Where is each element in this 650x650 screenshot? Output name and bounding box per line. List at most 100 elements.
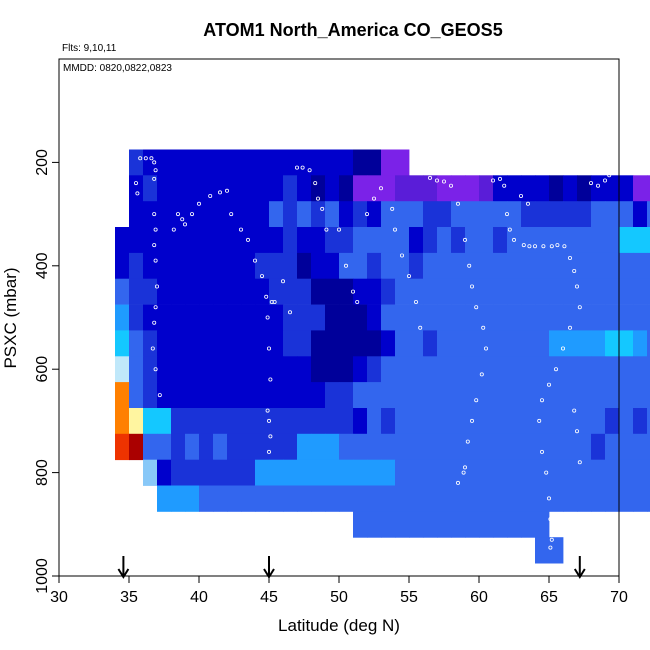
- heatmap-cell: [409, 252, 424, 280]
- heatmap-cell: [185, 278, 200, 305]
- heatmap-cell: [395, 252, 410, 280]
- heatmap-cell: [143, 356, 158, 383]
- arrow-markers: [117, 556, 586, 579]
- track-point: [461, 470, 466, 475]
- heatmap-cell: [563, 227, 578, 254]
- heatmap-cell: [563, 175, 578, 202]
- heatmap-cell: [465, 175, 480, 202]
- heatmap-cell: [353, 356, 368, 383]
- heatmap-cell: [325, 149, 340, 176]
- heatmap-cell: [213, 459, 228, 486]
- heatmap-cell: [577, 330, 592, 357]
- track-point: [465, 439, 470, 444]
- heatmap-cell: [171, 227, 186, 254]
- heatmap-cell: [465, 356, 480, 383]
- track-point: [287, 310, 292, 315]
- heatmap-cell: [577, 382, 592, 409]
- heatmap-cell: [521, 356, 536, 383]
- heatmap-cell: [507, 511, 522, 538]
- heatmap-cell: [437, 227, 452, 254]
- heatmap-cell: [297, 382, 312, 409]
- track-point: [568, 325, 573, 330]
- heatmap-cell: [591, 433, 606, 461]
- track-point: [467, 263, 472, 268]
- heatmap-cell: [577, 408, 592, 435]
- heatmap-cell: [283, 227, 298, 254]
- heatmap-cell: [199, 149, 214, 176]
- heatmap-cell: [255, 227, 270, 254]
- plot-area: MMDD: 0820,0822,0823: [58, 58, 650, 579]
- heatmap-cell: [465, 459, 480, 486]
- heatmap-cell: [437, 511, 452, 538]
- heatmap-cell: [297, 408, 312, 435]
- heatmap-cell: [591, 382, 606, 409]
- heatmap-cell: [157, 382, 172, 409]
- heatmap-cell: [381, 408, 396, 435]
- heatmap-cell: [381, 356, 396, 383]
- heatmap-cell: [353, 511, 368, 538]
- heatmap-cell: [297, 459, 312, 486]
- heatmap-cell: [577, 201, 592, 228]
- heatmap-cell: [283, 252, 298, 280]
- heatmap-cell: [367, 408, 382, 435]
- track-point: [157, 393, 162, 398]
- heatmap-cell: [647, 278, 650, 305]
- track-point: [544, 470, 549, 475]
- heatmap-cell: [409, 227, 424, 254]
- track-point: [540, 449, 545, 454]
- heatmap-cell: [535, 537, 550, 564]
- chart-title: ATOM1 North_America CO_GEOS5: [203, 20, 502, 40]
- y-tick-label: 800: [34, 459, 51, 486]
- track-point: [568, 255, 573, 260]
- heatmap-cell: [171, 485, 186, 512]
- track-point: [526, 201, 531, 206]
- heatmap-cell: [339, 149, 354, 176]
- heatmap-cells: [115, 149, 650, 564]
- heatmap-cell: [521, 382, 536, 409]
- track-point: [554, 367, 559, 372]
- track-point: [502, 183, 507, 188]
- heatmap-cell: [563, 433, 578, 461]
- track-point: [364, 212, 369, 217]
- heatmap-cell: [395, 149, 410, 176]
- heatmap-cell: [465, 433, 480, 461]
- heatmap-cell: [521, 511, 536, 538]
- heatmap-cell: [171, 304, 186, 331]
- heatmap-cell: [479, 227, 494, 254]
- track-point: [562, 244, 567, 249]
- heatmap-cell: [591, 408, 606, 435]
- heatmap-cell: [563, 278, 578, 305]
- heatmap-cell: [451, 304, 466, 331]
- heatmap-cell: [409, 278, 424, 305]
- track-point: [427, 175, 432, 180]
- heatmap-cell: [535, 459, 550, 486]
- heatmap-cell: [437, 408, 452, 435]
- x-tick-label: 70: [610, 589, 628, 606]
- track-point: [548, 545, 553, 550]
- heatmap-cell: [437, 459, 452, 486]
- heatmap-cell: [479, 408, 494, 435]
- heatmap-cell: [451, 252, 466, 280]
- heatmap-cell: [367, 175, 382, 202]
- heatmap-cell: [549, 278, 564, 305]
- heatmap-cell: [213, 485, 228, 512]
- heatmap-cell: [241, 201, 256, 228]
- heatmap-cell: [143, 408, 158, 435]
- heatmap-cell: [619, 175, 634, 202]
- heatmap-cell: [339, 201, 354, 228]
- track-point: [320, 206, 325, 211]
- track-point: [150, 346, 155, 351]
- heatmap-cell: [479, 175, 494, 202]
- heatmap-cell: [549, 485, 564, 512]
- heatmap-cell: [647, 485, 650, 512]
- heatmap-cell: [325, 433, 340, 461]
- track-point: [577, 305, 582, 310]
- heatmap-cell: [633, 356, 648, 383]
- heatmap-cell: [185, 330, 200, 357]
- heatmap-cell: [521, 433, 536, 461]
- heatmap-cell: [269, 278, 284, 305]
- heatmap-cell: [437, 304, 452, 331]
- heatmap-cell: [549, 537, 564, 564]
- track-point: [324, 227, 329, 232]
- heatmap-cell: [479, 201, 494, 228]
